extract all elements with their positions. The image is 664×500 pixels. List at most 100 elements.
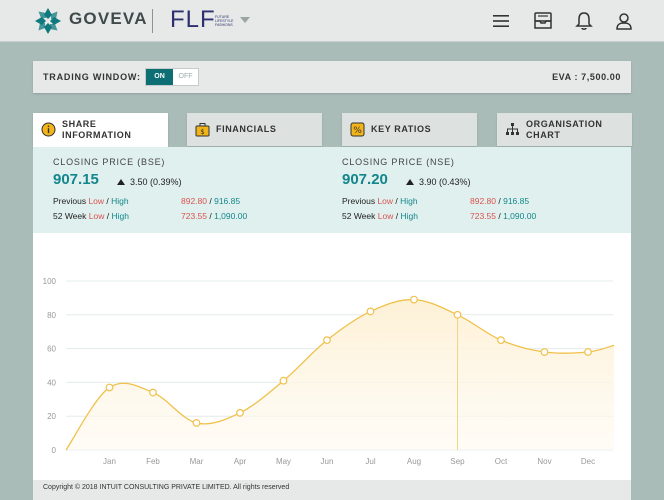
nse-52week-high: 1,090.00 [503, 211, 537, 221]
nse-label: CLOSING PRICE (NSE) [342, 157, 455, 167]
tab-share-information[interactable]: SHARE INFORMATION [33, 113, 168, 148]
bse-price-block: CLOSING PRICE (BSE) 907.15 3.50 (0.39%) … [33, 147, 323, 233]
tab-label-line1: SHARE [62, 119, 97, 129]
user-icon[interactable] [613, 10, 635, 32]
low-word: Low [88, 196, 105, 206]
data-point [366, 307, 375, 316]
data-point [497, 336, 505, 345]
nse-52week-low: 723.55 [470, 211, 496, 221]
bse-previous-row: Previous Low / High 892.80 / 916.85 [53, 196, 240, 206]
separator: / [496, 211, 504, 221]
info-icon [41, 122, 56, 137]
toggle-off-option[interactable]: OFF [178, 73, 193, 80]
x-tick-label: Nov [537, 457, 551, 466]
separator: / [207, 211, 215, 221]
high-word: High [111, 211, 129, 221]
share-information-panel: CLOSING PRICE (BSE) 907.15 3.50 (0.39%) … [33, 147, 631, 480]
x-tick-label: Feb [146, 457, 160, 466]
inbox-icon[interactable] [532, 10, 554, 32]
trading-window-bar: TRADING WINDOW: ON OFF EVA : 7,500.00 [33, 61, 631, 93]
x-tick-label: Dec [581, 457, 595, 466]
tab-label-line1: ORGANISATION [526, 119, 603, 129]
data-point [149, 388, 157, 397]
x-tick-label: May [276, 457, 291, 466]
bse-previous-values: 892.80 / 916.85 [181, 196, 240, 206]
x-tick-label: Oct [495, 457, 508, 466]
nse-previous-values: 892.80 / 916.85 [470, 196, 529, 206]
x-tick-label: Jul [365, 457, 375, 466]
area-fill [66, 299, 615, 450]
y-tick-label: 40 [47, 378, 56, 387]
bse-52week-low: 723.55 [181, 211, 207, 221]
row-prefix: 52 Week [53, 211, 87, 221]
closing-prices-section: CLOSING PRICE (BSE) 907.15 3.50 (0.39%) … [33, 147, 631, 233]
bse-52week-row: 52 Week Low / High 723.55 / 1,090.00 [53, 211, 247, 221]
high-word: High [111, 196, 129, 206]
company-switcher-chevron-icon[interactable] [240, 17, 250, 23]
tab-organisation-chart[interactable]: ORGANISATION CHART [497, 113, 632, 146]
bse-price: 907.15 [53, 171, 99, 188]
footer: Copyright © 2018 INTUIT CONSULTING PRIVA… [33, 480, 631, 500]
bse-52week-high: 1,090.00 [214, 211, 248, 221]
briefcase-dollar-icon: $ [195, 123, 210, 137]
toggle-on-option[interactable]: ON [146, 69, 173, 85]
separator: / [207, 196, 215, 206]
up-arrow-icon [117, 179, 125, 185]
low-word: Low [377, 211, 394, 221]
nse-previous-high: 916.85 [503, 196, 530, 206]
nse-price-block: CLOSING PRICE (NSE) 907.20 3.90 (0.43%) … [322, 147, 612, 233]
bse-label: CLOSING PRICE (BSE) [53, 157, 166, 167]
y-tick-label: 100 [43, 277, 57, 286]
goveva-logo-icon[interactable] [34, 7, 62, 35]
data-point [105, 383, 114, 392]
separator: / [393, 211, 401, 221]
org-chart-icon [506, 123, 519, 135]
nse-previous-row: Previous Low / High 892.80 / 916.85 [342, 196, 529, 206]
x-tick-label: Jan [103, 457, 116, 466]
eva-value: EVA : 7,500.00 [552, 72, 621, 82]
data-point [540, 348, 549, 356]
high-word: High [400, 211, 418, 221]
tab-financials[interactable]: $ FINANCIALS [187, 113, 322, 146]
up-arrow-icon [406, 179, 414, 185]
y-tick-label: 80 [47, 311, 56, 320]
separator: / [104, 196, 112, 206]
menu-icon[interactable] [490, 10, 512, 32]
row-prefix: 52 Week [342, 211, 376, 221]
top-header: GOVEVA FLF FUTURE LIFESTYLE FASHIONS [0, 0, 664, 42]
company-logo[interactable]: FLF [170, 6, 216, 33]
separator: / [496, 196, 504, 206]
trading-window-label: TRADING WINDOW: [43, 72, 141, 82]
low-word: Low [88, 211, 105, 221]
data-point [584, 348, 592, 356]
nse-price: 907.20 [342, 171, 388, 188]
x-tick-label: Apr [234, 457, 247, 466]
row-prefix: Previous [342, 196, 376, 206]
svg-text:%: % [353, 126, 362, 136]
separator: / [393, 196, 401, 206]
data-point [323, 336, 331, 345]
trading-window-toggle[interactable]: ON OFF [145, 68, 199, 86]
bse-change-value: 3.50 (0.39%) [130, 177, 182, 187]
data-point [410, 295, 418, 304]
percent-icon: % [350, 122, 365, 137]
data-point [453, 310, 462, 319]
x-tick-label: Mar [190, 457, 204, 466]
brand-divider [152, 9, 153, 33]
bell-icon[interactable] [573, 10, 595, 32]
separator: / [104, 211, 112, 221]
row-prefix: Previous [53, 196, 87, 206]
low-word: Low [377, 196, 394, 206]
tab-key-ratios[interactable]: % KEY RATIOS [342, 113, 477, 146]
x-tick-label: Jun [321, 457, 334, 466]
bse-previous-high: 916.85 [214, 196, 241, 206]
data-point [192, 419, 201, 427]
nse-52week-values: 723.55 / 1,090.00 [470, 211, 536, 221]
tab-label-line2: CHART [526, 130, 561, 140]
y-tick-label: 0 [52, 446, 57, 455]
tab-label: KEY RATIOS [371, 124, 432, 134]
nse-previous-low: 892.80 [470, 196, 496, 206]
data-point [236, 408, 244, 417]
brand-name: GOVEVA [69, 9, 148, 28]
nse-52week-row: 52 Week Low / High 723.55 / 1,090.00 [342, 211, 536, 221]
